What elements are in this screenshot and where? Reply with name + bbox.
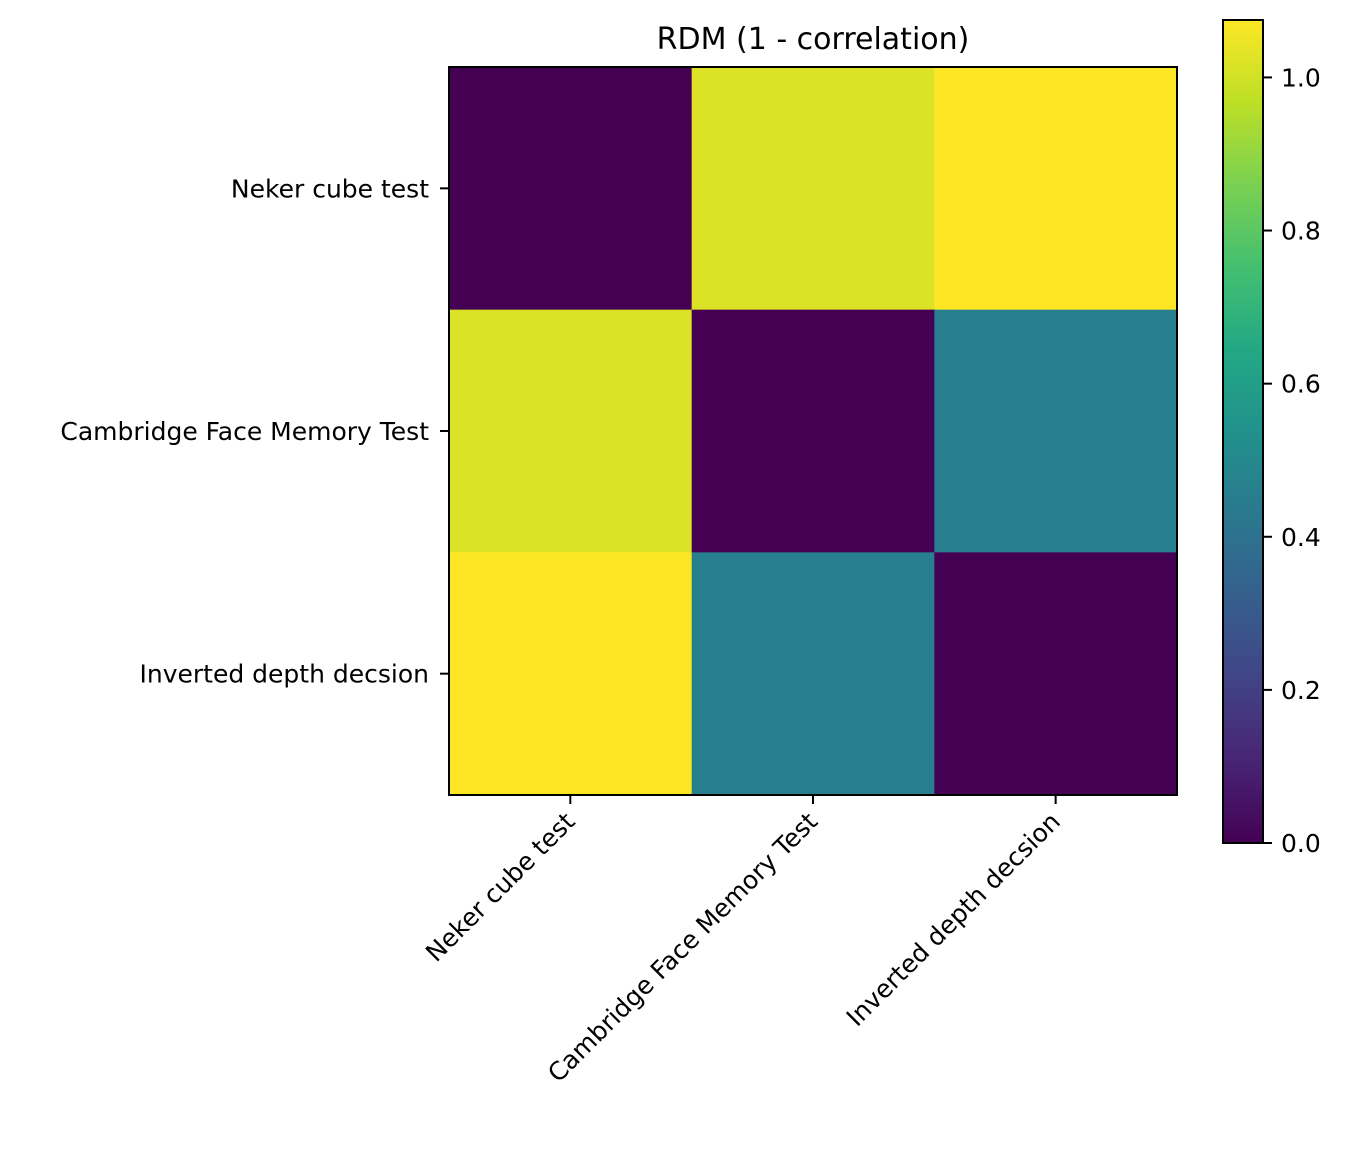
y-axis: Neker cube test Cambridge Face Memory Tes… (60, 174, 449, 689)
y-tick-label: Inverted depth decsion (140, 660, 430, 689)
x-tick-label: Cambridge Face Memory Test (542, 807, 823, 1088)
heatmap-cell-2-0 (449, 552, 693, 796)
heatmap-cell-2-1 (691, 552, 935, 796)
colorbar-tick-label: 1.0 (1281, 63, 1321, 92)
heatmap-cell-0-1 (691, 67, 935, 311)
heatmap-cell-1-0 (449, 309, 693, 553)
heatmap-cells (449, 67, 1178, 796)
x-tick-label: Inverted depth decsion (841, 807, 1066, 1032)
colorbar-tick-label: 0.2 (1281, 676, 1321, 705)
heatmap-cell-1-2 (934, 309, 1178, 553)
heatmap-cell-2-2 (934, 552, 1178, 796)
heatmap-cell-1-1 (691, 309, 935, 553)
colorbar-tick-label: 0.8 (1281, 217, 1321, 246)
colorbar-tick-label: 0.0 (1281, 829, 1321, 858)
heatmap-cell-0-0 (449, 67, 693, 311)
colorbar-gradient (1222, 19, 1264, 844)
colorbar-tick-label: 0.6 (1281, 370, 1321, 399)
colorbar-tick-label: 0.4 (1281, 523, 1321, 552)
heatmap-cell-0-2 (934, 67, 1178, 311)
y-tick-label: Neker cube test (231, 174, 429, 203)
chart-title: RDM (1 - correlation) (657, 22, 970, 57)
y-tick-label: Cambridge Face Memory Test (60, 417, 429, 446)
colorbar: 0.0 0.2 0.4 0.6 0.8 1.0 (1222, 19, 1321, 858)
x-tick-label: Neker cube test (420, 807, 581, 968)
